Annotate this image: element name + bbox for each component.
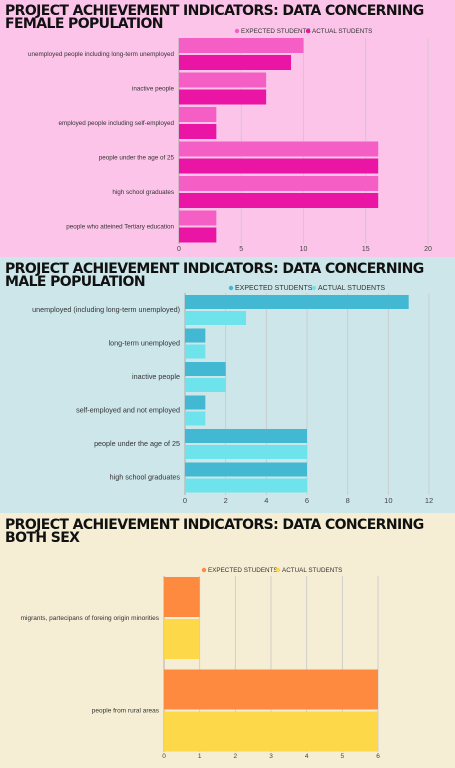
- both-sex-bar-actual-0: [164, 619, 200, 659]
- male-bar-actual-0: [185, 311, 246, 325]
- male-bar-expected-3: [185, 395, 206, 410]
- both-sex-x-tick-label-6: 6: [376, 753, 380, 760]
- male-category-label-1: long-term unemployed: [108, 339, 180, 348]
- male-x-tick-label-2: 4: [264, 496, 268, 505]
- male-legend-label-1: ACTUAL STUDENTS: [318, 285, 385, 292]
- female-category-label-2: employed people including self-employed: [58, 120, 174, 127]
- both-sex-legend-marker-1: [275, 567, 281, 573]
- male-bar-expected-1: [185, 328, 206, 343]
- both-sex-legend-marker-0: [201, 567, 207, 573]
- female-x-tick-label-1: 5: [239, 246, 243, 253]
- both-sex-x-tick-label-2: 2: [234, 753, 238, 760]
- male-bar-actual-4: [185, 445, 307, 459]
- male-category-label-0: unemployed (including long-term unemploy…: [32, 305, 180, 314]
- female-x-tick-label-3: 15: [362, 246, 370, 253]
- male-legend-marker-1: [311, 285, 317, 291]
- male-bar-expected-0: [185, 295, 409, 309]
- both-sex-bar-chart: migrants, partecipans of foreing origin …: [21, 567, 381, 760]
- both-sex-legend-label-1: ACTUAL STUDENTS: [282, 567, 342, 574]
- both-sex-bar-expected-1: [164, 669, 378, 710]
- both-sex-x-tick-label-1: 1: [198, 753, 202, 760]
- female-bar-actual-5: [179, 227, 217, 243]
- female-bar-expected-3: [179, 141, 379, 157]
- female-legend-label-1: ACTUAL STUDENTS: [312, 28, 372, 35]
- both-sex-title-line1: PROJECT ACHIEVEMENT INDICATORS: DATA CON…: [5, 517, 424, 533]
- male-bar-actual-1: [185, 344, 206, 359]
- male-x-tick-label-0: 0: [183, 496, 187, 505]
- male-title-line2: MALE POPULATION: [5, 274, 146, 290]
- male-legend-marker-0: [228, 285, 234, 291]
- both-sex-x-tick-label-4: 4: [305, 753, 309, 760]
- male-category-label-4: people under the age of 25: [94, 439, 180, 448]
- both-sex-chart-title: PROJECT ACHIEVEMENT INDICATORS: DATA CON…: [5, 517, 450, 546]
- both-sex-x-tick-label-3: 3: [269, 753, 273, 760]
- female-bar-expected-0: [179, 38, 304, 53]
- female-bar-expected-4: [179, 176, 379, 191]
- female-category-label-0: unemployed people including long-term un…: [28, 51, 174, 58]
- female-bar-expected-5: [179, 210, 217, 226]
- male-bar-expected-2: [185, 362, 226, 376]
- male-x-tick-label-1: 2: [224, 496, 228, 505]
- both-sex-legend-label-0: EXPECTED STUDENTS: [208, 567, 278, 574]
- both-sex-category-label-0: migrants, partecipans of foreing origin …: [21, 615, 160, 622]
- female-chart-panel: PROJECT ACHIEVEMENT INDICATORS: DATA CON…: [0, 0, 455, 257]
- male-x-tick-label-3: 6: [305, 496, 309, 505]
- female-bar-actual-3: [179, 158, 379, 174]
- male-bar-chart: unemployed (including long-term unemploy…: [32, 285, 433, 505]
- both-sex-bar-actual-1: [164, 711, 378, 752]
- male-legend-label-0: EXPECTED STUDENTS: [235, 285, 313, 292]
- male-category-label-3: self-employed and not employed: [76, 406, 180, 415]
- female-bar-chart: unemployed people including long-term un…: [28, 28, 432, 253]
- female-category-label-5: people who atteined Tertiary education: [66, 224, 174, 231]
- male-category-label-5: high school graduates: [110, 473, 181, 482]
- both-sex-x-tick-label-0: 0: [162, 753, 166, 760]
- female-x-tick-label-4: 20: [424, 246, 432, 253]
- male-bar-expected-5: [185, 462, 307, 477]
- female-x-tick-label-2: 10: [300, 246, 308, 253]
- female-bar-expected-1: [179, 72, 267, 88]
- male-category-label-2: inactive people: [132, 372, 180, 381]
- female-x-tick-label-0: 0: [177, 246, 181, 253]
- female-category-label-3: people under the age of 25: [99, 155, 175, 162]
- both-sex-chart-panel: PROJECT ACHIEVEMENT INDICATORS: DATA CON…: [0, 513, 455, 768]
- male-x-tick-label-4: 8: [346, 496, 350, 505]
- both-sex-x-tick-label-5: 5: [341, 753, 345, 760]
- male-x-tick-label-5: 10: [384, 496, 392, 505]
- male-title-line1: PROJECT ACHIEVEMENT INDICATORS: DATA CON…: [5, 261, 424, 277]
- female-legend-marker-1: [305, 28, 311, 34]
- male-bar-actual-5: [185, 478, 307, 493]
- male-x-tick-label-6: 12: [425, 496, 433, 505]
- female-title-line1: PROJECT ACHIEVEMENT INDICATORS: DATA CON…: [5, 3, 424, 19]
- female-legend-label-0: EXPECTED STUDENTS: [241, 28, 311, 35]
- male-chart-panel: PROJECT ACHIEVEMENT INDICATORS: DATA CON…: [0, 257, 455, 513]
- female-chart-title: PROJECT ACHIEVEMENT INDICATORS: DATA CON…: [5, 3, 450, 32]
- female-bar-actual-0: [179, 55, 292, 70]
- male-chart-title: PROJECT ACHIEVEMENT INDICATORS: DATA CON…: [5, 261, 450, 290]
- female-category-label-4: high school graduates: [112, 189, 174, 196]
- both-sex-bar-expected-0: [164, 577, 200, 617]
- male-bar-actual-2: [185, 378, 226, 392]
- both-sex-category-label-1: people from rural areas: [92, 708, 160, 715]
- female-bar-expected-2: [179, 107, 217, 122]
- male-bar-actual-3: [185, 411, 206, 426]
- female-legend-marker-0: [234, 28, 240, 34]
- female-bar-actual-4: [179, 193, 379, 208]
- male-bar-expected-4: [185, 429, 307, 443]
- female-bar-actual-1: [179, 89, 267, 105]
- female-category-label-1: inactive people: [132, 86, 175, 93]
- female-title-line2: FEMALE POPULATION: [5, 16, 163, 32]
- female-bar-actual-2: [179, 124, 217, 139]
- both-sex-title-line2: BOTH SEX: [5, 530, 80, 546]
